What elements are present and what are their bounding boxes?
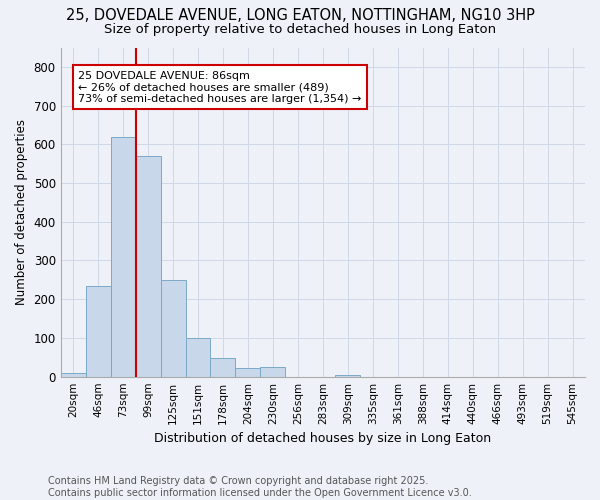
Bar — [260, 367, 286, 376]
Bar — [211, 358, 235, 376]
Text: 25 DOVEDALE AVENUE: 86sqm
← 26% of detached houses are smaller (489)
73% of semi: 25 DOVEDALE AVENUE: 86sqm ← 26% of detac… — [78, 70, 362, 104]
Bar — [335, 374, 360, 376]
Bar — [136, 156, 161, 376]
Bar — [235, 368, 260, 376]
Text: 25, DOVEDALE AVENUE, LONG EATON, NOTTINGHAM, NG10 3HP: 25, DOVEDALE AVENUE, LONG EATON, NOTTING… — [65, 8, 535, 22]
Text: Size of property relative to detached houses in Long Eaton: Size of property relative to detached ho… — [104, 22, 496, 36]
Y-axis label: Number of detached properties: Number of detached properties — [15, 119, 28, 305]
Bar — [185, 338, 211, 376]
Bar — [110, 136, 136, 376]
X-axis label: Distribution of detached houses by size in Long Eaton: Distribution of detached houses by size … — [154, 432, 491, 445]
Bar — [61, 373, 86, 376]
Text: Contains HM Land Registry data © Crown copyright and database right 2025.
Contai: Contains HM Land Registry data © Crown c… — [48, 476, 472, 498]
Bar — [161, 280, 185, 376]
Bar — [86, 286, 110, 376]
